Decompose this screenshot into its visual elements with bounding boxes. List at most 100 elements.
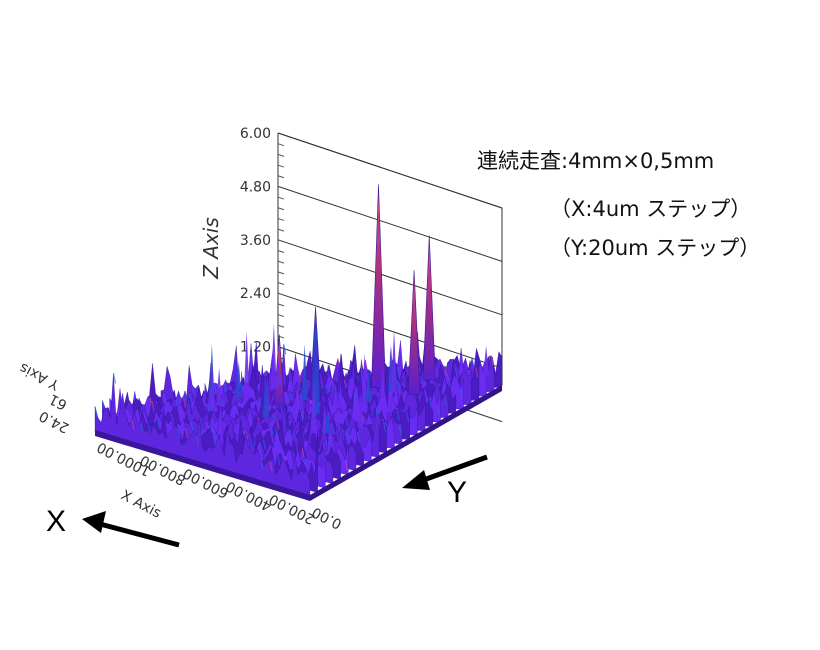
y-axis-title: Y Axis (17, 359, 63, 393)
surface-highlight (459, 388, 464, 399)
minor-spike (262, 373, 269, 418)
scan-annotation: 連続走査:4mm×0,5mm (477, 149, 715, 173)
z-gridline (277, 292, 503, 369)
surface-highlight (301, 447, 305, 458)
surface-highlight (210, 423, 214, 434)
peak-spike (407, 270, 421, 395)
surface-highlight (262, 439, 267, 450)
peak-spike (422, 235, 436, 381)
minor-spike (209, 369, 216, 411)
surface-row (94, 373, 311, 498)
y-tick-label: 24.0 (37, 407, 72, 435)
surface-highlight (182, 397, 187, 408)
z-tick-label: 3.60 (240, 233, 271, 249)
z-minor-tick (277, 239, 285, 243)
y-direction-arrow (402, 454, 488, 490)
minor-spike (365, 371, 372, 403)
z-minor-tick (277, 271, 285, 275)
y-direction-label: Y (447, 476, 467, 509)
z-minor-tick (277, 250, 285, 253)
surface-highlight (396, 410, 400, 421)
surface-highlight (325, 384, 329, 395)
z-minor-tick (277, 260, 285, 264)
z-minor-tick (277, 207, 285, 211)
surface-highlight (383, 422, 387, 433)
surface-highlight (398, 424, 402, 435)
surface-highlight (131, 419, 135, 430)
minor-spike (270, 323, 277, 390)
surface-highlight (288, 429, 293, 440)
z-minor-tick (277, 175, 285, 179)
minor-spike (275, 358, 282, 387)
z-gridline (277, 185, 503, 262)
z-minor-tick (277, 143, 285, 147)
z-tick-label: 4.80 (240, 179, 271, 195)
surface-highlight (94, 406, 98, 417)
minor-spike (357, 390, 364, 428)
minor-spike (301, 344, 308, 401)
peak-spike (371, 184, 386, 389)
surface-highlight (475, 367, 479, 378)
surface-highlight (213, 382, 217, 393)
z-gridline (277, 132, 503, 209)
surface-highlight (330, 423, 334, 434)
z-minor-tick (277, 228, 285, 232)
z-axis-title: Z Axis (199, 217, 223, 280)
surface-highlight (270, 425, 274, 436)
x-step-annotation: （X:4um ステップ） (550, 197, 752, 221)
surface-highlight (277, 454, 281, 466)
surface-side-face (310, 385, 502, 501)
z-minor-tick (277, 196, 285, 200)
back-wall: 6.00 4.80 3.60 2.40 1.20 (240, 126, 503, 423)
z-minor-tick (277, 292, 285, 296)
surface-highlight (280, 403, 284, 415)
surface-highlight (364, 359, 368, 371)
surface-highlight (177, 428, 181, 440)
surface-highlight (191, 384, 195, 396)
z-gridlines (277, 132, 503, 423)
y-tick-label: 61 (47, 390, 70, 412)
surface-highlight (190, 420, 194, 431)
z-tick-label: 1.20 (240, 340, 271, 356)
y-step-annotation: （Y:20um ステップ） (550, 236, 761, 260)
surface-highlight (436, 404, 440, 415)
surface-highlight (471, 358, 475, 369)
z-gridline (277, 239, 503, 316)
surface-highlight (112, 373, 117, 384)
surface-highlight (375, 409, 379, 420)
surface-highlight (283, 344, 287, 355)
minor-spike (483, 345, 490, 375)
surface-highlight (275, 428, 279, 439)
surface-front-face (95, 430, 310, 501)
surface-highlight (444, 394, 448, 405)
y-axis-labels: Y Axis 61 24.0 (17, 359, 72, 435)
surface-highlight (397, 380, 401, 391)
minor-spike (243, 330, 250, 398)
minor-spike (216, 367, 223, 406)
surface-highlight (157, 418, 161, 429)
z-minor-tick (277, 303, 285, 307)
x-direction-arrow (82, 511, 180, 548)
z-tick-label: 6.00 (240, 126, 271, 142)
surface-highlight (356, 432, 360, 443)
surface-highlight (297, 372, 302, 383)
surface-highlight (212, 435, 216, 446)
z-minor-tick (277, 324, 285, 328)
surface-highlight (454, 365, 458, 376)
surface-highlight (184, 427, 188, 439)
z-minor-tick (277, 314, 285, 318)
surface-highlight (396, 366, 400, 377)
surface-highlight (147, 424, 152, 436)
z-minor-tick (277, 153, 285, 157)
surface-highlight (299, 408, 304, 419)
z-minor-tick (277, 217, 285, 221)
minor-spike (313, 355, 320, 414)
z-tick-label: 2.40 (240, 286, 271, 302)
surface-highlight (184, 390, 188, 401)
x-axis-title: X Axis (118, 487, 164, 521)
minor-spike (337, 382, 344, 408)
surface-highlight (276, 418, 280, 430)
surface-highlight (429, 397, 433, 408)
surface-highlight (406, 412, 410, 423)
